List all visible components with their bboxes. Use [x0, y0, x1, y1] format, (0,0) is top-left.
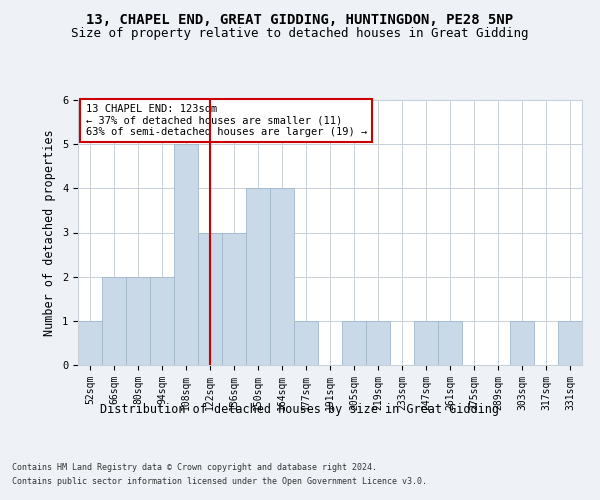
Bar — [270, 188, 294, 365]
Bar — [126, 276, 150, 365]
Bar — [102, 276, 126, 365]
Bar — [366, 321, 390, 365]
Y-axis label: Number of detached properties: Number of detached properties — [43, 129, 56, 336]
Bar — [174, 144, 198, 365]
Bar — [438, 321, 462, 365]
Bar — [342, 321, 366, 365]
Bar — [558, 321, 582, 365]
Text: Distribution of detached houses by size in Great Gidding: Distribution of detached houses by size … — [101, 402, 499, 415]
Bar — [222, 232, 246, 365]
Text: Contains HM Land Registry data © Crown copyright and database right 2024.: Contains HM Land Registry data © Crown c… — [12, 462, 377, 471]
Bar — [246, 188, 270, 365]
Text: 13, CHAPEL END, GREAT GIDDING, HUNTINGDON, PE28 5NP: 13, CHAPEL END, GREAT GIDDING, HUNTINGDO… — [86, 12, 514, 26]
Bar — [150, 276, 174, 365]
Bar — [198, 232, 222, 365]
Text: 13 CHAPEL END: 123sqm
← 37% of detached houses are smaller (11)
63% of semi-deta: 13 CHAPEL END: 123sqm ← 37% of detached … — [86, 104, 367, 137]
Text: Contains public sector information licensed under the Open Government Licence v3: Contains public sector information licen… — [12, 478, 427, 486]
Bar — [414, 321, 438, 365]
Bar — [510, 321, 534, 365]
Bar — [78, 321, 102, 365]
Text: Size of property relative to detached houses in Great Gidding: Size of property relative to detached ho… — [71, 28, 529, 40]
Bar — [294, 321, 318, 365]
